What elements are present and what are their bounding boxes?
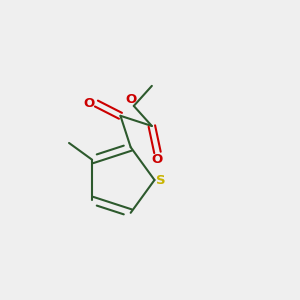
Text: O: O	[83, 97, 94, 110]
Text: O: O	[125, 93, 136, 106]
Text: S: S	[156, 173, 165, 187]
Text: O: O	[152, 153, 163, 167]
